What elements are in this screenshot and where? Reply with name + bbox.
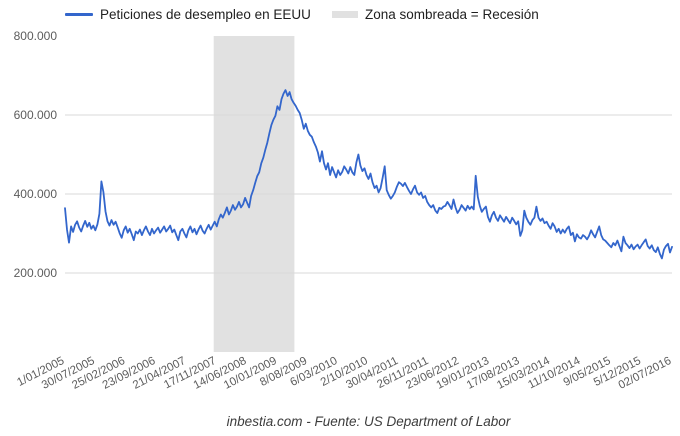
- y-tick-label: 600.000: [14, 108, 58, 122]
- line-swatch-icon: [65, 12, 93, 16]
- source-attribution: inbestia.com - Fuente: US Department of …: [226, 414, 511, 429]
- band-swatch-icon: [332, 10, 358, 18]
- legend-claims-label: Peticiones de desempleo en EEUU: [100, 6, 311, 22]
- legend-item-claims: Peticiones de desempleo en EEUU: [65, 6, 311, 22]
- claims-line: [64, 89, 673, 260]
- y-tick-label: 400.000: [14, 187, 58, 201]
- y-tick-label: 800.000: [14, 29, 58, 43]
- legend-item-recession: Zona sombreada = Recesión: [332, 6, 539, 22]
- y-tick-label: 200.000: [14, 266, 58, 280]
- legend-recession-label: Zona sombreada = Recesión: [365, 6, 539, 22]
